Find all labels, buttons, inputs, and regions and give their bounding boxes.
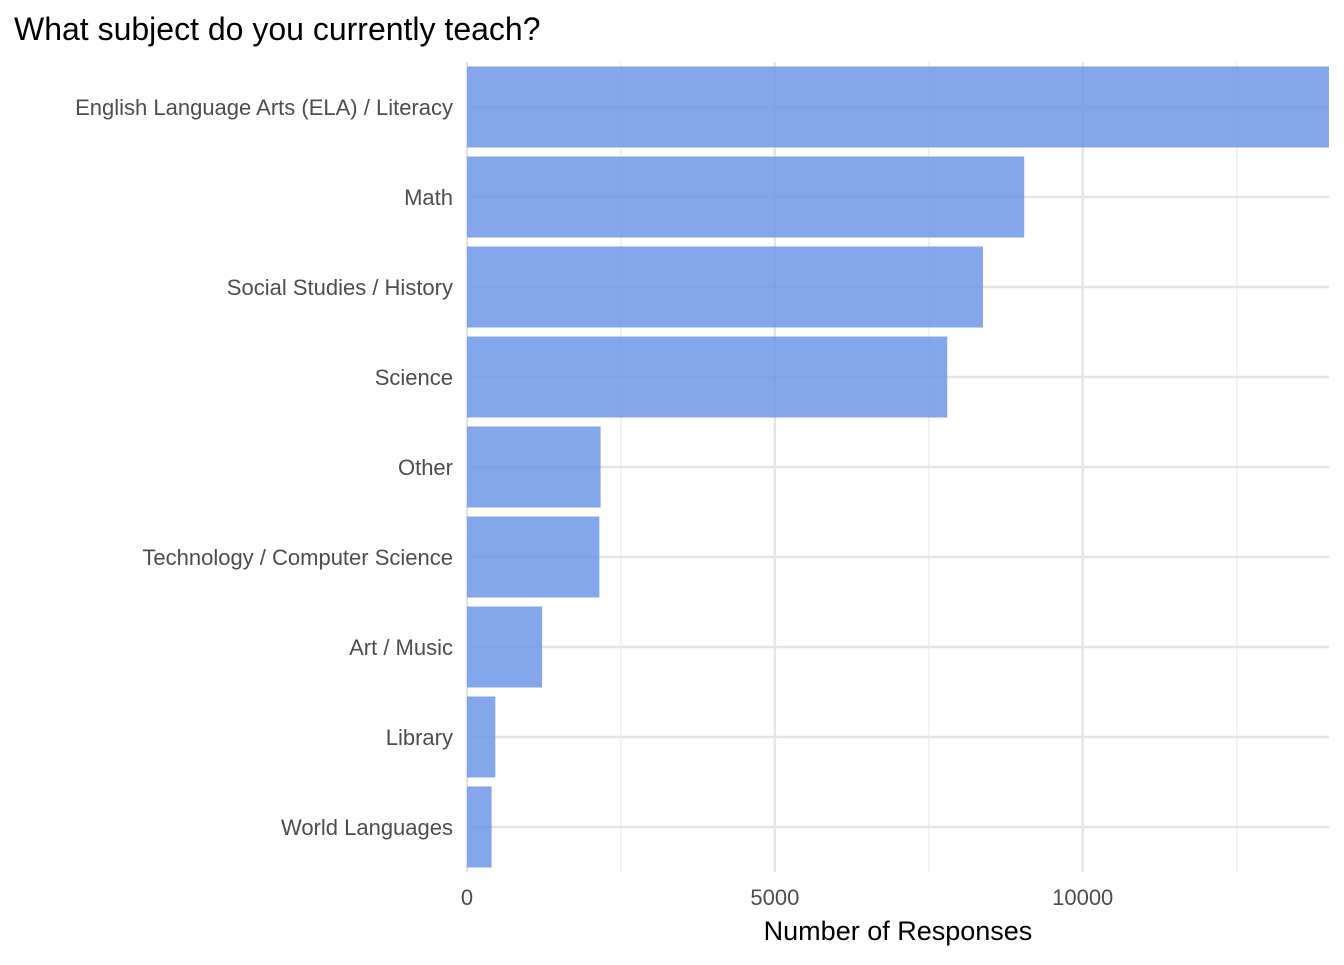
grid-layer: [465, 62, 1329, 872]
category-label: Library: [386, 725, 453, 750]
category-label: Technology / Computer Science: [142, 545, 453, 570]
bar: [467, 696, 496, 778]
category-label: Math: [404, 185, 453, 210]
x-tick-label: 0: [461, 885, 473, 910]
bar-layer: [467, 66, 1329, 868]
x-axis-title: Number of Responses: [764, 916, 1033, 946]
category-labels: English Language Arts (ELA) / Literacy Ma…: [75, 95, 453, 840]
bar: [467, 156, 1025, 238]
category-label: Art / Music: [349, 635, 453, 660]
bar: [467, 516, 600, 598]
bar: [467, 426, 601, 508]
x-tick-label: 5000: [750, 885, 799, 910]
chart-title: What subject do you currently teach?: [14, 11, 541, 47]
category-label: Other: [398, 455, 453, 480]
bar: [467, 786, 492, 868]
bar: [467, 606, 543, 688]
category-label: English Language Arts (ELA) / Literacy: [75, 95, 453, 120]
bar: [467, 246, 983, 328]
category-label: Social Studies / History: [227, 275, 453, 300]
x-tick-label: 10000: [1052, 885, 1113, 910]
bar: [467, 66, 1329, 148]
bar: [467, 336, 948, 418]
category-label: Science: [375, 365, 453, 390]
category-label: World Languages: [281, 815, 453, 840]
x-axis-ticks: 0 5000 10000: [461, 885, 1113, 910]
